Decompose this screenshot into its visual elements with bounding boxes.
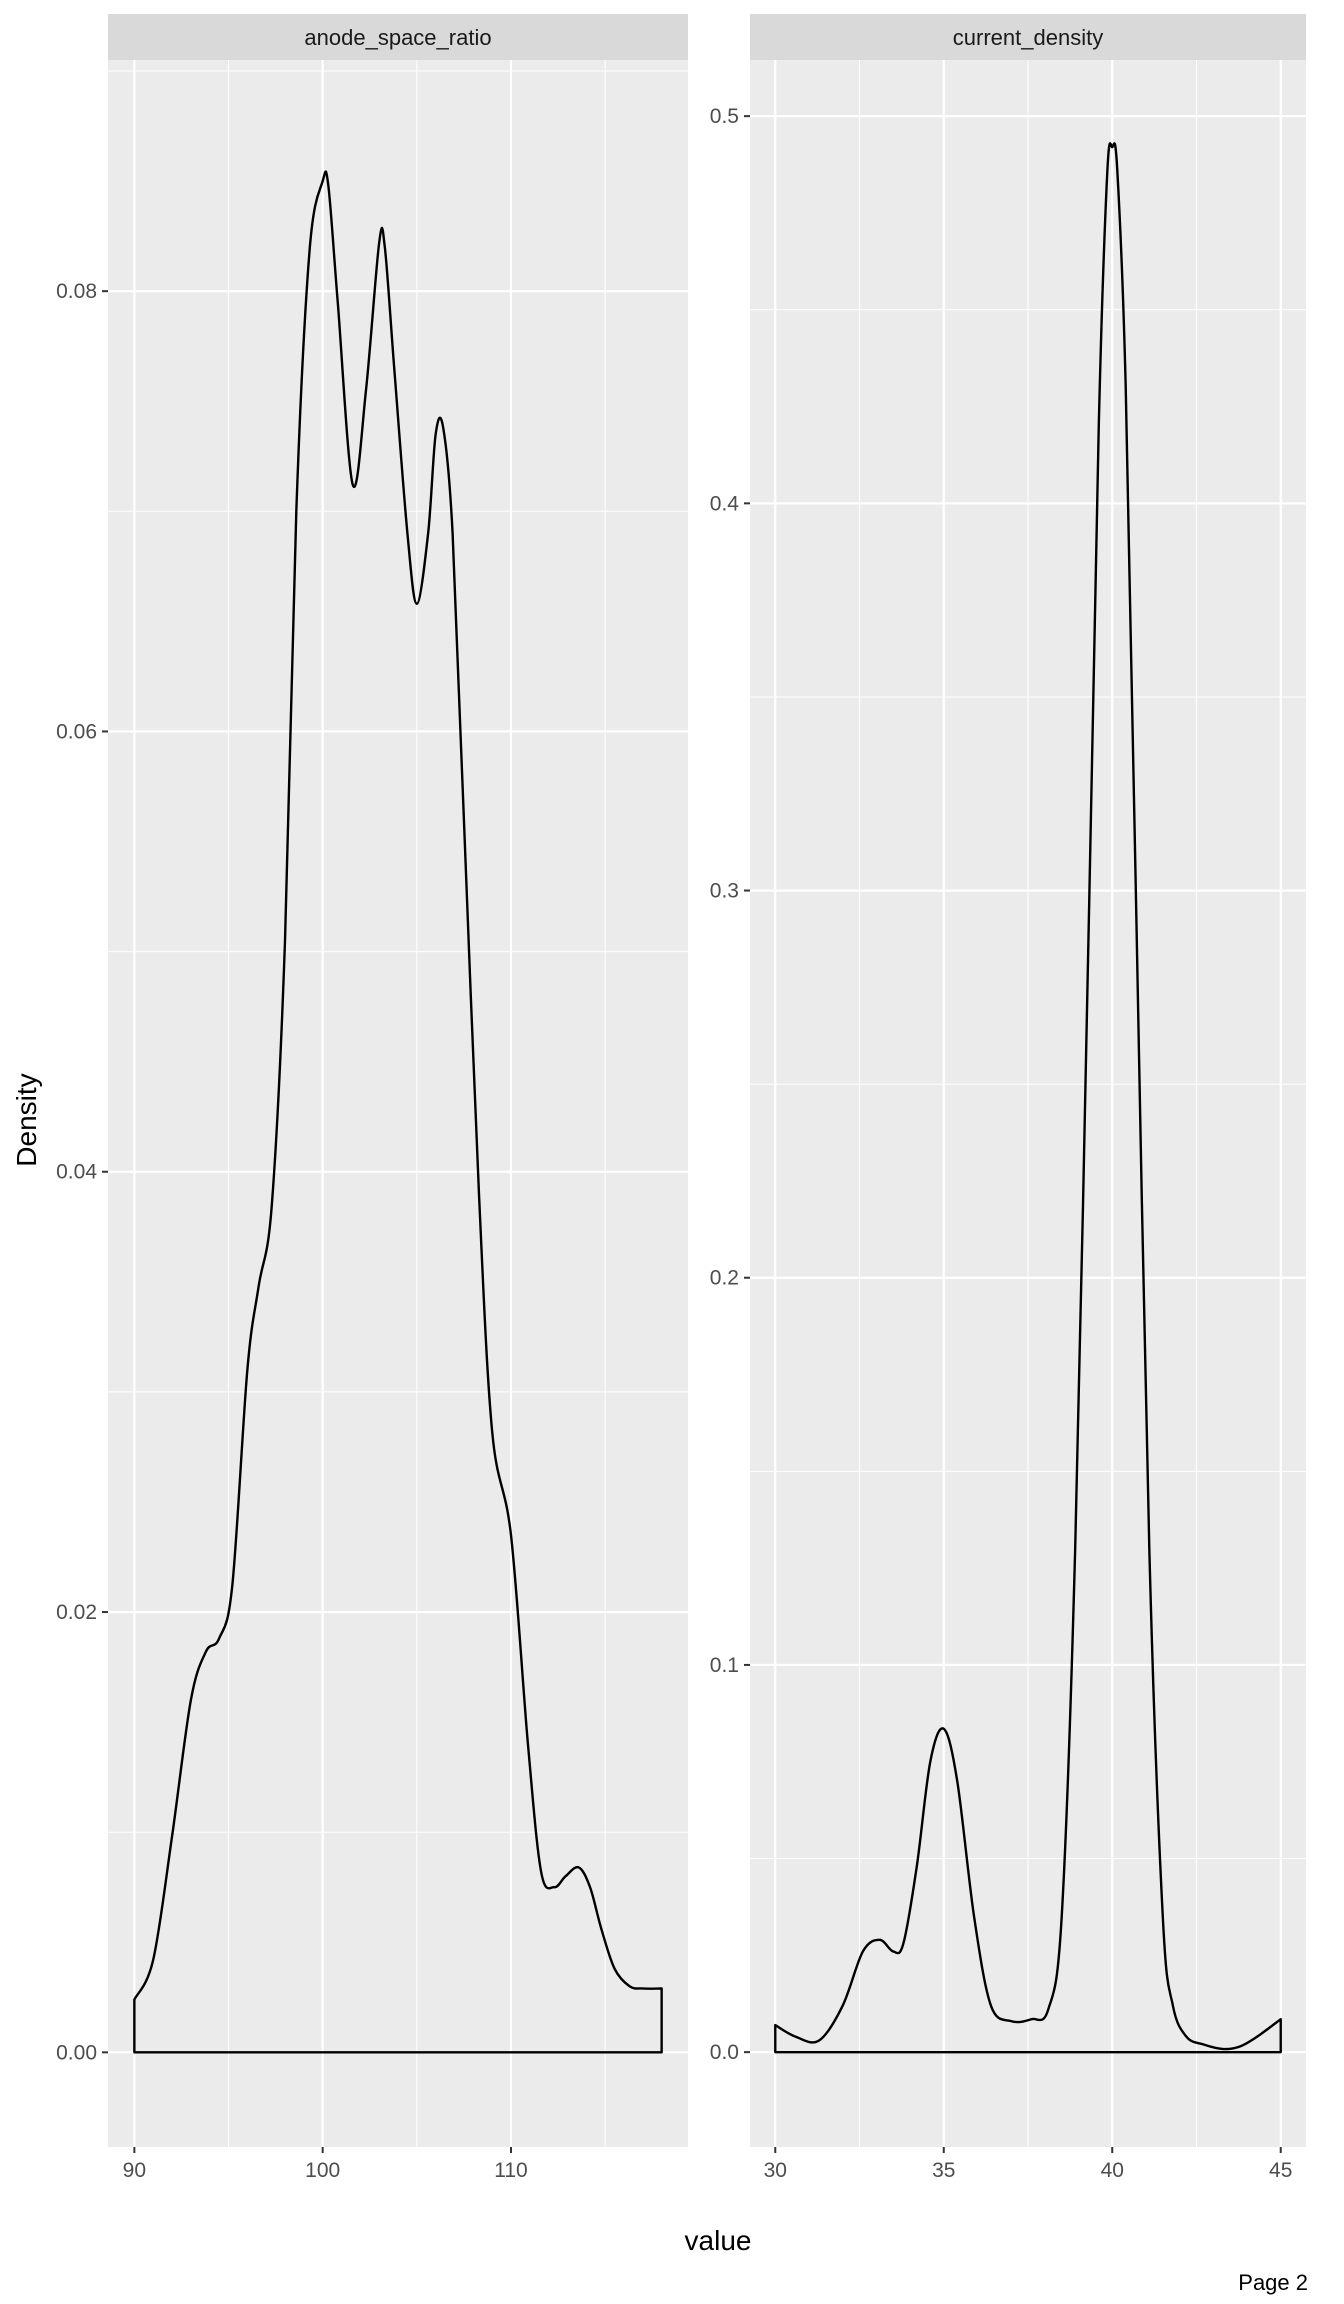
- facet-strip: [750, 14, 1306, 60]
- density-curve-current_density: [774, 142, 1282, 2054]
- x-tick-label: 90: [123, 2159, 146, 2182]
- y-tick-label: 0.3: [710, 880, 739, 903]
- x-tick-label: 110: [494, 2159, 527, 2182]
- facet-panel-current_density: current_density 0.0 0.1 0.2 0.3 0.4 0.5 30 35 40 4…: [710, 14, 1306, 2182]
- facet-strip: [108, 14, 688, 60]
- density-curve-anode_space_ratio: [133, 170, 663, 2054]
- panel-background: [108, 60, 688, 2147]
- y-tick-label: 0.1: [710, 1654, 739, 1677]
- y-tick-label: 0.00: [56, 2041, 97, 2064]
- y-tick-label: 0.02: [56, 1601, 97, 1624]
- facet-strip-label: current_density: [953, 25, 1103, 50]
- x-tick-label: 40: [1101, 2159, 1124, 2182]
- x-tick-label: 45: [1269, 2159, 1292, 2182]
- y-tick-label: 0.04: [56, 1161, 97, 1184]
- x-tick-label: 35: [932, 2159, 955, 2182]
- facets-group: anode_space_ratio 0.00 0.02 0.04 0.06 0.08 90 1…: [56, 14, 1306, 2182]
- y-tick-label: 0.2: [710, 1267, 739, 1290]
- page-caption: Page 2: [1238, 2270, 1308, 2295]
- x-axis-title: value: [685, 2225, 752, 2256]
- x-tick-label: 30: [764, 2159, 787, 2182]
- x-tick-label: 100: [305, 2159, 340, 2182]
- y-axis-title: Density: [11, 1073, 42, 1166]
- facet-strip-label: anode_space_ratio: [304, 25, 491, 50]
- y-tick-label: 0.5: [710, 105, 739, 128]
- y-tick-label: 0.4: [710, 492, 740, 515]
- y-tick-label: 0.08: [56, 280, 97, 303]
- y-tick-label: 0.06: [56, 720, 97, 743]
- y-tick-label: 0.0: [710, 2041, 739, 2064]
- facet-panel-anode_space_ratio: anode_space_ratio 0.00 0.02 0.04 0.06 0.08 90 1…: [56, 14, 688, 2182]
